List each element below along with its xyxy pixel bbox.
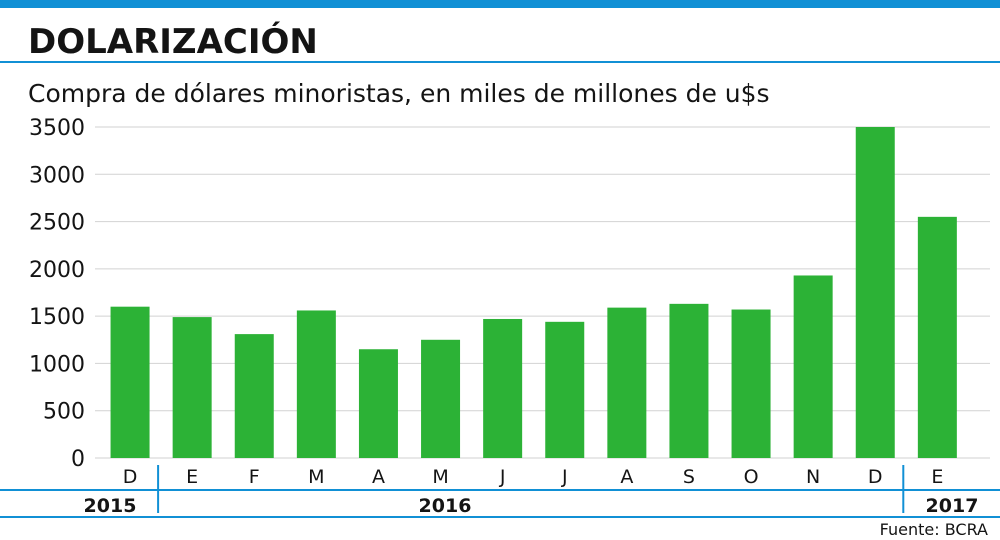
x-tick-label-10: S <box>683 466 695 488</box>
chart-title: DOLARIZACIÓN <box>28 22 318 62</box>
y-tick-label-2500: 2500 <box>29 211 85 236</box>
bar-12 <box>793 275 833 458</box>
top-accent-bar <box>0 0 1000 8</box>
x-tick-label-2: E <box>186 466 198 488</box>
x-tick-label-7: J <box>499 466 506 488</box>
bar-9 <box>607 307 647 458</box>
chart-subtitle: Compra de dólares minoristas, en miles d… <box>28 79 770 108</box>
year-band: 2015 2016 2017 <box>0 465 1000 518</box>
y-axis-tick-labels: 0 500 1000 1500 2000 2500 3000 3500 <box>29 116 85 472</box>
bar-13 <box>855 127 895 458</box>
title-divider <box>0 61 1000 63</box>
y-tick-label-500: 500 <box>43 400 85 425</box>
y-tick-label-2000: 2000 <box>29 258 85 283</box>
bar-7 <box>483 318 523 458</box>
gridlines <box>95 126 990 459</box>
x-tick-label-11: O <box>744 466 759 488</box>
source-note: Fuente: BCRA <box>879 520 988 539</box>
x-tick-label-6: M <box>432 466 448 488</box>
x-tick-label-8: J <box>561 466 568 488</box>
y-tick-label-3500: 3500 <box>29 116 85 141</box>
y-tick-label-1000: 1000 <box>29 352 85 377</box>
bar-11 <box>731 309 771 458</box>
bar-1 <box>110 306 150 458</box>
y-tick-label-3000: 3000 <box>29 163 85 188</box>
year-label-2016: 2016 <box>419 495 472 517</box>
y-tick-label-0: 0 <box>71 447 85 472</box>
bar-2 <box>172 317 212 458</box>
x-tick-label-12: N <box>806 466 820 488</box>
x-tick-label-13: D <box>868 466 883 488</box>
year-label-2015: 2015 <box>84 495 137 517</box>
bar-14 <box>917 216 957 458</box>
bar-8 <box>545 321 585 458</box>
bar-6 <box>421 339 461 458</box>
bar-10 <box>669 303 709 458</box>
x-tick-label-3: F <box>249 466 260 488</box>
bar-5 <box>358 349 398 458</box>
bars <box>110 127 957 458</box>
year-label-2017: 2017 <box>926 495 979 517</box>
x-tick-label-14: E <box>931 466 943 488</box>
y-tick-label-1500: 1500 <box>29 305 85 330</box>
x-tick-label-9: A <box>620 466 633 488</box>
bar-3 <box>234 334 274 458</box>
bar-4 <box>296 310 336 458</box>
x-tick-label-1: D <box>123 466 138 488</box>
x-tick-label-4: M <box>308 466 324 488</box>
x-tick-label-5: A <box>372 466 385 488</box>
